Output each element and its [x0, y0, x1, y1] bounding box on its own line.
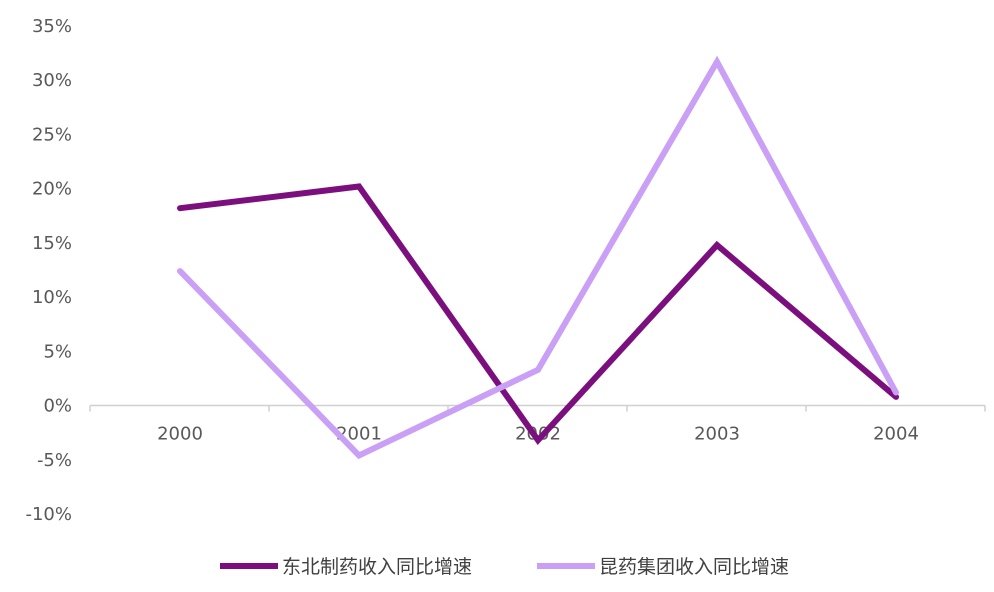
- legend-label: 东北制药收入同比增速: [282, 556, 472, 578]
- series-line-1: [177, 183, 899, 446]
- y-tick-label: 10%: [32, 287, 72, 308]
- legend: 东北制药收入同比增速 昆药集团收入同比增速: [220, 556, 789, 578]
- legend-label: 昆药集团收入同比增速: [599, 556, 789, 578]
- y-tick-label: -5%: [37, 450, 72, 471]
- x-tick-label: 2000: [157, 424, 203, 445]
- x-tick-label: 2003: [694, 424, 740, 445]
- y-tick-label: 5%: [43, 341, 72, 362]
- y-tick-label: 20%: [32, 179, 72, 200]
- series-line-2: [177, 55, 899, 460]
- y-tick-label: 30%: [32, 70, 72, 91]
- y-tick-label: 25%: [32, 124, 72, 145]
- y-tick-label: 35%: [32, 16, 72, 37]
- x-tick-label: 2004: [873, 424, 919, 445]
- y-tick-label: 15%: [32, 233, 72, 254]
- x-tick-label: 2001: [336, 424, 382, 445]
- y-tick-label: 0%: [43, 396, 72, 417]
- x-axis-tick-marks: [89, 405, 986, 412]
- y-tick-label: -10%: [25, 504, 72, 525]
- series-lines: [177, 55, 899, 460]
- y-axis-ticks: 35% 30% 25% 20% 15% 10% 5% 0% -5% -10%: [25, 16, 72, 525]
